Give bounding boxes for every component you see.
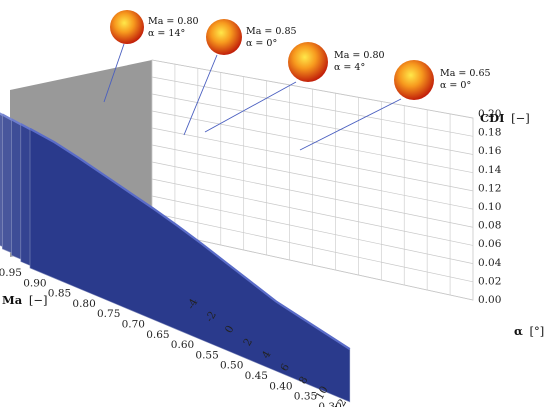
ma-axis-name: Ma	[2, 293, 23, 307]
z-gridlines	[151, 59, 474, 301]
annotation-3-ma: Ma = 0.80	[334, 50, 385, 61]
cdi-tick-label: 0.20	[478, 108, 501, 120]
cdi-tick-label: 0.06	[478, 238, 502, 250]
annotation-4: Ma = 0.65 α = 0°	[394, 60, 491, 100]
series-slices	[0, 112, 351, 403]
annotation-1-alpha: α = 14°	[148, 28, 185, 39]
ma-tick-label: 0.35	[294, 391, 317, 403]
ma-tick-label: 0.75	[97, 308, 120, 320]
ma-tick-label: 0.80	[72, 298, 95, 310]
annotation-1: Ma = 0.80 α = 14°	[110, 10, 199, 44]
cdi-tick-label: 0.02	[478, 275, 501, 287]
leader-line	[299, 98, 402, 151]
cdi-tick-label: 0.12	[478, 182, 501, 194]
sphere-icon	[206, 19, 242, 55]
annotation-3-alpha: α = 4°	[334, 62, 365, 73]
ma-tick-label: 0.60	[171, 339, 194, 351]
leader-line	[103, 43, 125, 103]
ma-tick-label: 0.95	[0, 267, 22, 279]
alpha-tick-label: 10	[314, 384, 331, 402]
series-line	[29, 127, 351, 351]
alpha-axis-title: α [°]	[514, 324, 544, 338]
ma-tick-label: 0.50	[220, 360, 243, 372]
ma-tick-label: 0.30	[318, 401, 341, 407]
sphere-icon	[110, 10, 144, 44]
annotation-1-ma: Ma = 0.80	[148, 16, 199, 27]
leader-line	[204, 81, 297, 133]
cdi-tick-label: 0.04	[478, 257, 502, 269]
cdi-axis-unit: [−]	[511, 111, 530, 125]
ma-tick-label: 0.90	[23, 277, 46, 289]
ma-axis-title: Ma [−]	[2, 293, 47, 307]
annotation-leaders	[103, 43, 402, 151]
sphere-icon	[288, 42, 328, 82]
cdi-tick-labels: 0.00 0.02 0.04 0.06 0.08 0.10 0.12 0.14 0.16 0.18…	[478, 108, 502, 306]
annotation-2-ma: Ma = 0.85	[246, 26, 297, 37]
ma-tick-label: 0.85	[48, 288, 71, 300]
ma-tick-label: 0.45	[245, 370, 268, 382]
cdi-axis-name: CDI	[480, 111, 505, 125]
alpha-tick-label: 0	[223, 324, 237, 336]
alpha-tick-label: 8	[297, 374, 311, 386]
alpha-axis-unit: [°]	[530, 324, 545, 338]
ma-tick-label: 0.70	[122, 319, 145, 331]
cdi-tick-label: 0.16	[478, 145, 502, 157]
cdi-axis-title: CDI [−]	[480, 111, 530, 125]
cdi-tick-label: 0.00	[478, 294, 501, 306]
alpha-tick-label: 2	[241, 336, 255, 348]
cdi-tick-label: 0.14	[478, 164, 502, 176]
ma-tick-label: 0.55	[195, 349, 218, 361]
annotation-4-ma: Ma = 0.65	[440, 68, 491, 79]
annotation-2-alpha: α = 0°	[246, 38, 277, 49]
annotation-3: Ma = 0.80 α = 4°	[288, 42, 385, 82]
ma-tick-label: 0.65	[146, 329, 169, 341]
ma-tick-label: 0.40	[269, 380, 292, 392]
alpha-axis-name: α	[514, 324, 523, 338]
cdi-tick-label: 0.18	[478, 127, 501, 139]
alpha-tick-label: 12	[332, 397, 349, 407]
sphere-icon	[394, 60, 434, 100]
ma-axis-unit: [−]	[29, 293, 48, 307]
annotation-2: Ma = 0.85 α = 0°	[206, 19, 297, 55]
leader-line	[183, 54, 218, 136]
cdi-tick-label: 0.10	[478, 201, 501, 213]
cdi-tick-label: 0.08	[478, 220, 501, 232]
annotation-4-alpha: α = 0°	[440, 80, 471, 91]
ma-tick-labels: 0.950.900.850.800.750.700.650.600.550.50…	[0, 267, 342, 407]
